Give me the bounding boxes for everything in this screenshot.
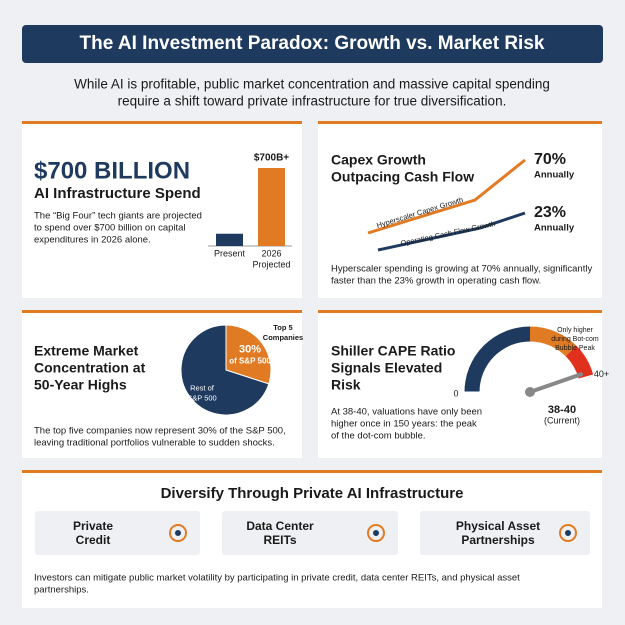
panel-title: Outpacing Cash Flow — [331, 169, 474, 185]
option-icon — [175, 530, 181, 536]
slice-name: Companies — [263, 333, 303, 342]
category-label: 2026 — [261, 248, 281, 258]
annotation: during Bot-com — [551, 336, 599, 343]
slice-name: Rest of — [190, 384, 215, 393]
slice-caption: of S&P 500 — [229, 357, 271, 366]
period-label: Annually — [534, 170, 575, 181]
panel-accent — [22, 310, 302, 313]
option-icon — [169, 524, 187, 542]
description: Hyperscaler spending is growing at 70% a… — [331, 264, 592, 275]
panel-title: 50-Year Highs — [34, 377, 127, 393]
value-caption: (Current) — [544, 415, 580, 425]
option-card — [35, 511, 200, 555]
panel-accent — [318, 310, 602, 313]
tick-label: 0 — [453, 388, 458, 398]
description: The top five companies now represent 30%… — [34, 426, 286, 437]
panel-accent — [318, 121, 602, 124]
panel-title: Concentration at — [34, 360, 146, 376]
slice-name: Top 5 — [273, 323, 292, 332]
description: leaving traditional portfolios vulnerabl… — [34, 438, 275, 449]
value-label: 38-40 — [548, 404, 576, 416]
description: At 38-40, valuations have only been — [331, 407, 482, 418]
tick-label: 40+ — [594, 369, 609, 379]
footer: partnerships. — [34, 585, 89, 596]
pie-slice — [180, 324, 270, 416]
annotation: Only higher — [557, 327, 593, 334]
tick-mark — [578, 374, 594, 380]
option-label: Credit — [76, 533, 111, 547]
section-title: Diversify Through Private AI Infrastruct… — [161, 485, 464, 502]
option-icon — [373, 530, 379, 536]
slice-name: S&P 500 — [187, 394, 216, 403]
title: The AI Investment Paradox: Growth vs. Ma… — [80, 33, 545, 54]
panel-title: Risk — [331, 377, 361, 393]
description: of the dot-com bubble. — [331, 431, 426, 442]
category-label: Projected — [252, 259, 290, 269]
gauge-zone — [464, 326, 531, 393]
panel-title: AI Infrastructure Spend — [34, 185, 201, 202]
panel-title: Extreme Market — [34, 343, 139, 359]
category-label: Present — [214, 248, 246, 258]
option-card — [420, 511, 590, 555]
bar — [216, 233, 243, 246]
panel-title: Capex Growth — [331, 152, 426, 168]
panel-accent — [22, 470, 602, 473]
description: expenditures in 2026 alone. — [34, 235, 151, 246]
panel — [318, 121, 602, 298]
option-label: Partnerships — [461, 533, 535, 547]
description: The “Big Four” tech giants are projected — [34, 211, 202, 222]
option-icon — [559, 524, 577, 542]
subtitle: While AI is profitable, public market co… — [74, 77, 550, 92]
panel-title: Shiller CAPE Ratio — [331, 343, 455, 359]
slice-value: 30% — [239, 343, 261, 355]
pie-slice — [225, 324, 272, 385]
growth-line — [377, 211, 526, 252]
rate-label: 70% — [534, 151, 566, 168]
option-icon — [367, 524, 385, 542]
value-label: $700B+ — [254, 153, 289, 164]
footer: Investors can mitigate public market vol… — [34, 573, 520, 584]
panel — [22, 121, 302, 298]
headline: $700 BILLION — [34, 157, 190, 184]
option-label: Private — [73, 519, 113, 533]
panel-title: Signals Elevated — [331, 360, 442, 376]
annotation: Bubble Peak — [555, 345, 595, 352]
panel-accent — [22, 121, 302, 124]
period-label: Annually — [534, 223, 575, 234]
option-card — [222, 511, 398, 555]
option-label: Physical Asset — [456, 519, 540, 533]
needle — [528, 372, 584, 394]
subtitle: require a shift toward private infrastru… — [118, 94, 507, 109]
option-label: REITs — [263, 533, 296, 547]
option-label: Data Center — [246, 519, 314, 533]
growth-line — [367, 158, 526, 235]
description: faster than the 23% growth in operating … — [331, 276, 541, 287]
description: to spend over $700 billion on capital — [34, 223, 186, 234]
rate-label: 23% — [534, 204, 566, 221]
gauge-zone — [565, 345, 594, 380]
gauge-zone — [529, 326, 577, 357]
option-icon — [565, 530, 571, 536]
title-bar — [22, 25, 603, 63]
needle-hub — [525, 387, 535, 397]
description: higher once in 150 years: the peak — [331, 419, 477, 430]
bar — [258, 168, 285, 246]
